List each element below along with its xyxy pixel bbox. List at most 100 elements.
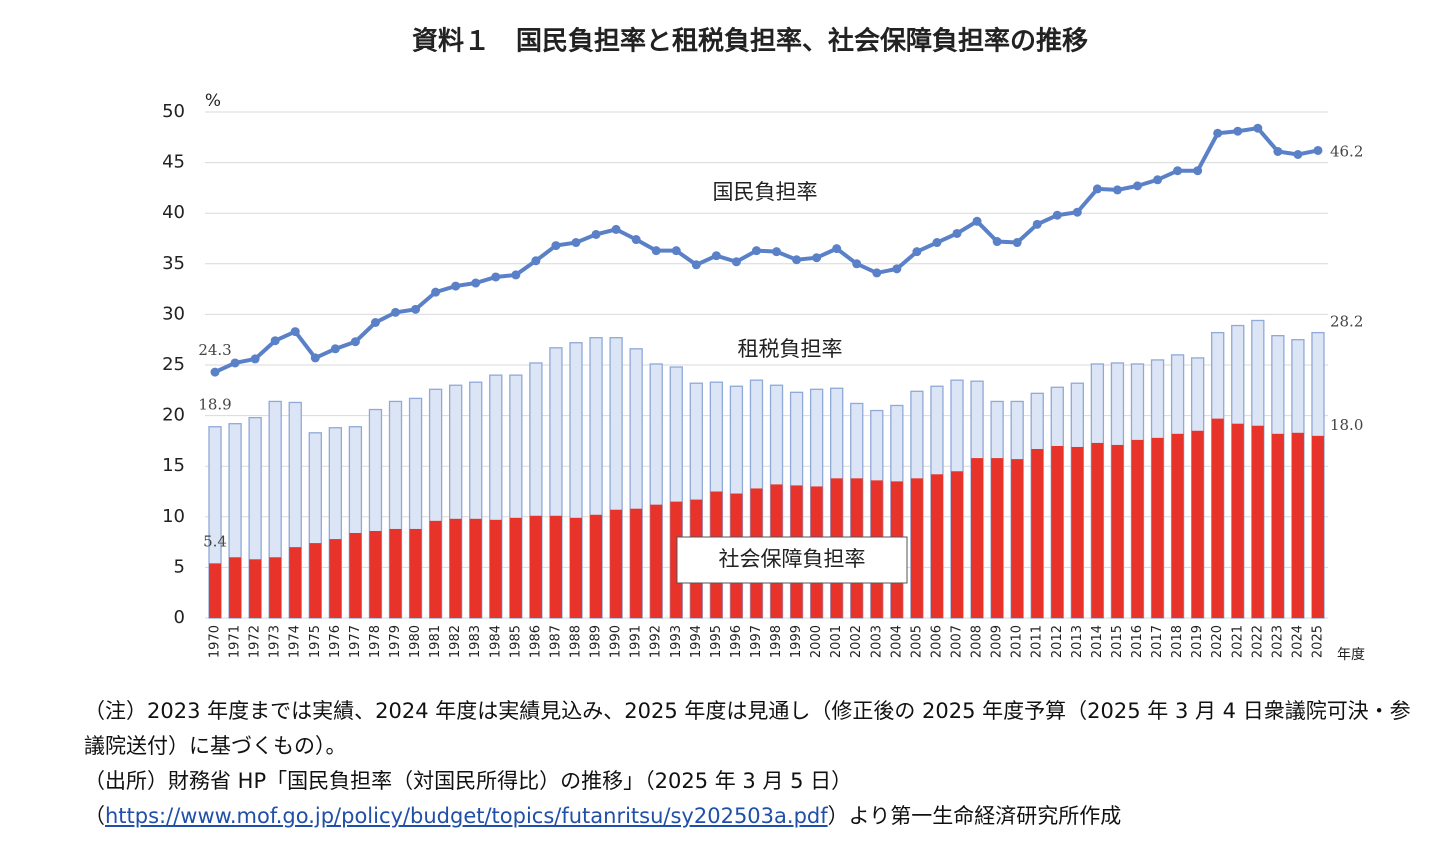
data-label: 18.0 [1330, 416, 1363, 434]
x-tick-label: 2009 [990, 625, 1005, 658]
source-link[interactable]: https://www.mof.go.jp/policy/budget/topi… [105, 804, 828, 828]
x-tick-label: 1991 [629, 625, 644, 658]
x-tick-label: 2012 [1050, 625, 1065, 658]
data-label: 18.9 [198, 396, 231, 414]
y-tick-label: 5 [174, 556, 185, 577]
bar [269, 557, 282, 618]
source: （出所）財務省 HP「国民負担率（対国民所得比）の推移」（2025 年 3 月 … [84, 769, 853, 793]
x-tick-label: 2025 [1310, 625, 1325, 658]
x-tick-label: 2002 [849, 625, 864, 658]
point [852, 259, 862, 269]
point [1293, 150, 1303, 160]
point [832, 244, 842, 254]
point [391, 307, 401, 317]
bar [650, 504, 663, 618]
point [932, 238, 942, 248]
point [270, 336, 280, 346]
x-tick-label: 1996 [729, 625, 744, 658]
x-tick-label: 1972 [248, 625, 263, 658]
bar [590, 514, 603, 618]
x-tick-label: 1994 [689, 625, 704, 658]
bar [991, 458, 1004, 618]
bar [1011, 459, 1024, 618]
bar [1091, 442, 1104, 618]
x-tick-label: 2005 [909, 625, 924, 658]
bar [610, 509, 623, 618]
x-tick-label: 2016 [1130, 625, 1145, 658]
x-tick-label: 1980 [408, 625, 423, 658]
x-tick-label: 1984 [488, 625, 503, 658]
point [631, 235, 641, 245]
point [330, 344, 340, 354]
bar [389, 528, 402, 618]
x-tick-label: 1992 [649, 625, 664, 658]
x-tick-label: 1995 [709, 625, 724, 658]
x-tick-label: 1983 [468, 625, 483, 658]
chart: 資料１ 国民負担率と租税負担率、社会保障負担率の推移 % 年度 0 5 10 15 20… [162, 26, 1365, 664]
x-tick-label: 2010 [1010, 625, 1025, 658]
point [872, 268, 882, 278]
bar [369, 530, 382, 618]
point [1052, 210, 1062, 220]
x-tick-label: 1973 [268, 625, 283, 658]
bar [249, 559, 262, 618]
point [671, 246, 681, 256]
point [411, 304, 421, 314]
series-label: 租税負担率 [738, 337, 843, 361]
x-tick-label: 2017 [1150, 625, 1165, 658]
x-tick-label: 1976 [328, 625, 343, 658]
bar [1271, 433, 1284, 618]
bar [469, 518, 482, 618]
bar [1151, 437, 1164, 618]
x-tick-label: 1970 [208, 625, 223, 658]
x-tick-label: 2003 [869, 625, 884, 658]
y-tick-label: 25 [162, 354, 185, 375]
point [1032, 219, 1042, 229]
point [451, 281, 461, 291]
point [230, 358, 240, 368]
data-label: 5.4 [203, 532, 227, 550]
point [711, 251, 721, 261]
bar [569, 517, 583, 618]
y-tick-label: 35 [162, 253, 185, 274]
x-tick-label: 2019 [1190, 625, 1205, 658]
chart-title: 資料１ 国民負担率と租税負担率、社会保障負担率の推移 [412, 26, 1088, 57]
point [992, 237, 1002, 247]
x-tick-label: 2013 [1070, 625, 1085, 658]
x-tick-label: 1982 [448, 625, 463, 658]
point [350, 337, 360, 347]
bar [1171, 433, 1184, 618]
x-tick-label: 2008 [970, 625, 985, 658]
x-axis-label: 年度 [1337, 647, 1365, 663]
x-tick-label: 1998 [769, 625, 784, 658]
x-tick-label: 2000 [809, 625, 824, 658]
x-tick-label: 2001 [829, 625, 844, 658]
y-tick-label: 45 [162, 152, 185, 173]
point [511, 270, 521, 280]
point [892, 264, 902, 274]
bar [910, 478, 923, 618]
bar [971, 458, 984, 618]
point [1132, 181, 1142, 191]
point [210, 367, 220, 377]
point [370, 317, 380, 327]
x-tick-label: 1993 [669, 625, 684, 658]
bar [1131, 439, 1144, 618]
y-tick-label: 15 [162, 455, 185, 476]
series-label: 国民負担率 [713, 180, 818, 204]
x-tick-label: 2020 [1210, 625, 1225, 658]
bar [409, 528, 422, 618]
x-tick-label: 2014 [1090, 625, 1105, 658]
data-label: 24.3 [198, 341, 231, 359]
point [912, 247, 922, 257]
x-tick-label: 1975 [308, 625, 323, 658]
series-label: 社会保障負担率 [719, 547, 866, 571]
y-tick-label: 0 [174, 607, 185, 628]
source-link-line: （https://www.mof.go.jp/policy/budget/top… [84, 799, 1419, 834]
note: （注）2023 年度までは実績、2024 年度は実績見込み、2025 年度は見通… [84, 699, 1411, 758]
bar [1311, 435, 1324, 618]
x-tick-label: 1981 [428, 625, 443, 658]
x-tick-label: 1979 [388, 625, 403, 658]
point [1253, 123, 1263, 133]
point [591, 229, 601, 239]
